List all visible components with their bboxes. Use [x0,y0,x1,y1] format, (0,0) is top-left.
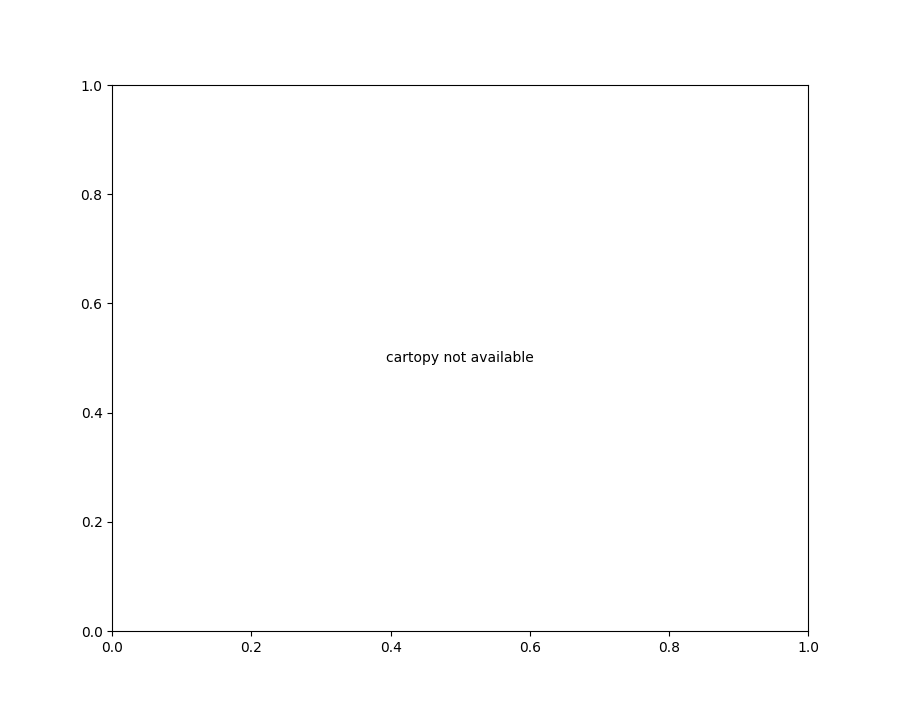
Text: cartopy not available: cartopy not available [386,351,534,365]
